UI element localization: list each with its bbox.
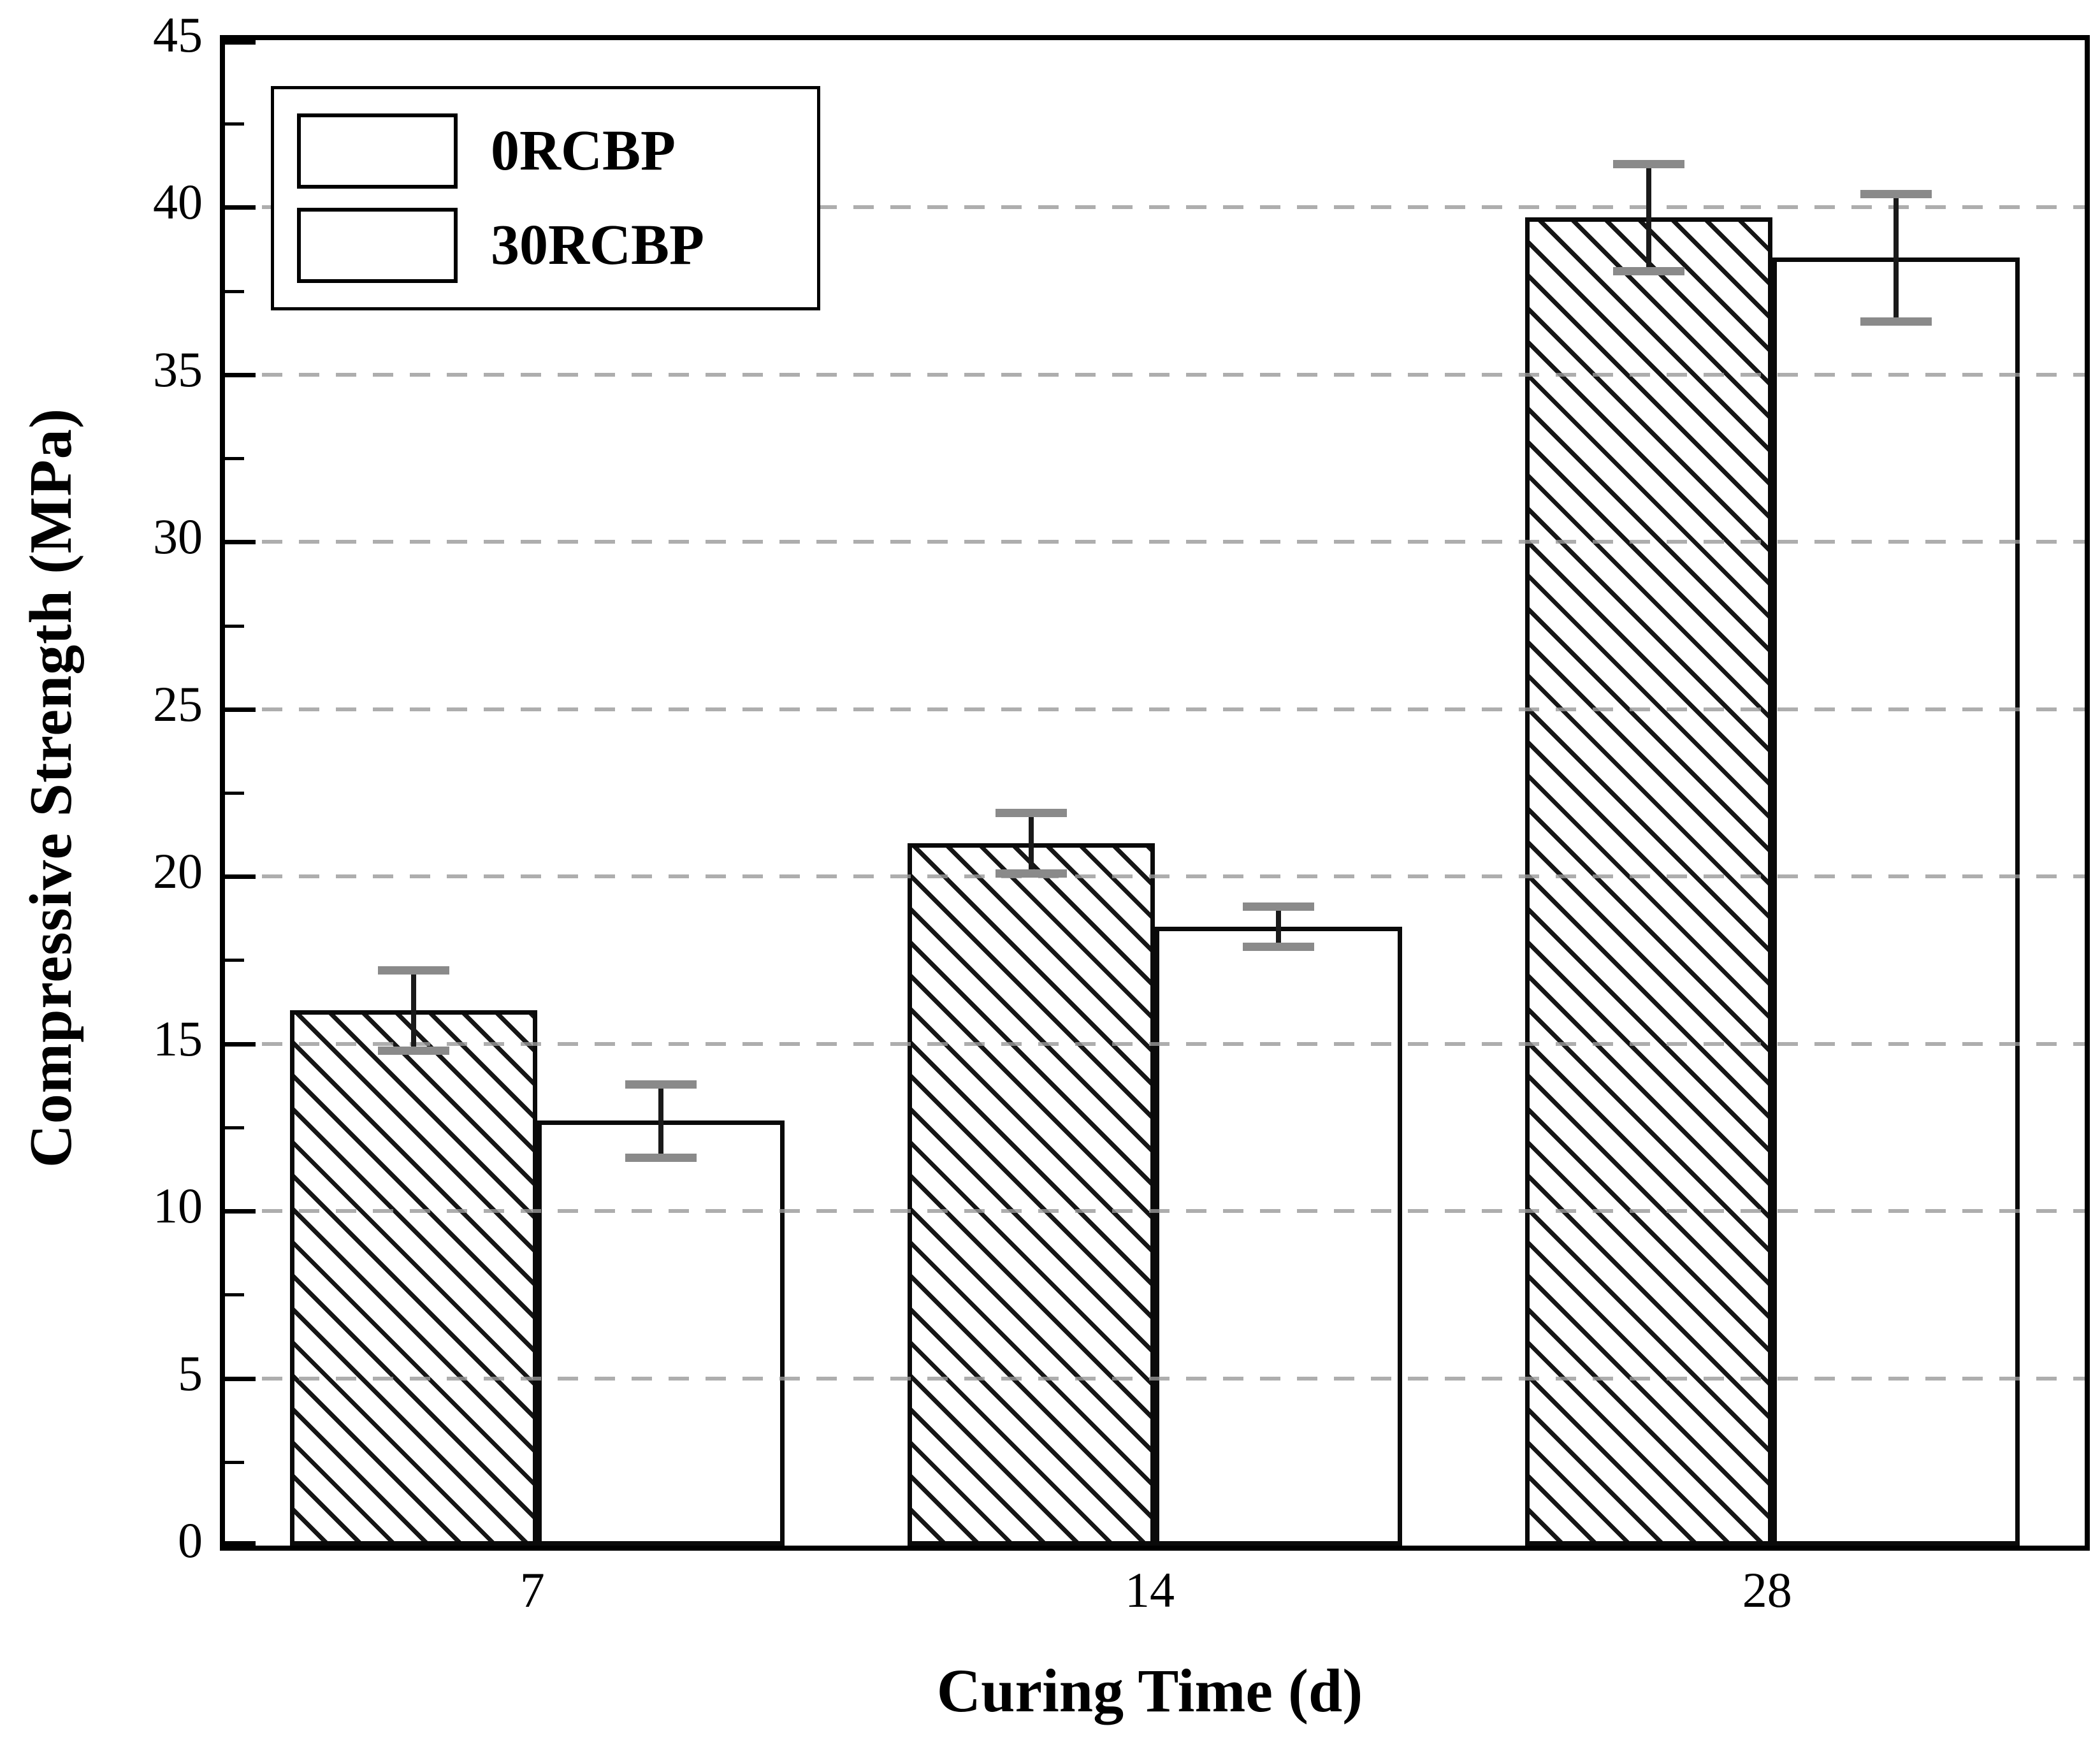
error-bar-0rcbp-7d (411, 970, 417, 1051)
y-tick-label-45: 45 (153, 7, 203, 62)
y-minor-tick-42.5 (225, 122, 244, 126)
error-cap-top (1612, 160, 1684, 169)
gridline-10 (225, 1209, 2085, 1214)
y-major-tick-0 (225, 1541, 256, 1546)
y-major-tick-25 (225, 707, 256, 712)
y-minor-tick-27.5 (225, 624, 244, 628)
error-bar-30rcbp-7d (658, 1084, 664, 1158)
legend-swatch-plain-icon (297, 208, 458, 283)
gridline-15 (225, 1041, 2085, 1046)
y-tick-label-40: 40 (153, 174, 203, 230)
error-bar-0rcbp-14d (1029, 813, 1034, 873)
legend-label-0rcbp: 0RCBP (491, 119, 676, 182)
legend-swatch-hatched-icon (297, 113, 458, 189)
y-tick-label-10: 10 (153, 1178, 203, 1234)
y-minor-tick-32.5 (225, 457, 244, 461)
y-tick-label-35: 35 (153, 341, 203, 397)
error-cap-top (1860, 190, 1932, 199)
error-cap-top (625, 1080, 697, 1089)
legend-label-30rcbp: 30RCBP (491, 214, 704, 277)
y-tick-label-20: 20 (153, 843, 203, 899)
bar-30rcbp-14d (1155, 926, 1402, 1546)
plot-area (220, 35, 2090, 1551)
y-tick-label-25: 25 (153, 676, 203, 732)
y-axis-title: Compressive Strength (MPa) (18, 407, 84, 1168)
y-major-tick-40 (225, 205, 256, 210)
y-tick-label-5: 5 (178, 1345, 203, 1401)
gridline-40 (225, 205, 2085, 210)
bar-0rcbp-28d (1524, 217, 1772, 1546)
error-bar-30rcbp-28d (1893, 194, 1899, 321)
y-minor-tick-7.5 (225, 1293, 244, 1297)
error-cap-bottom (1860, 317, 1932, 326)
gridline-30 (225, 540, 2085, 544)
y-tick-label-30: 30 (153, 509, 203, 565)
y-major-tick-45 (225, 40, 256, 45)
bar-0rcbp-14d (908, 843, 1155, 1546)
x-tick-label-14: 14 (1125, 1562, 1175, 1618)
error-bar-0rcbp-28d (1646, 164, 1651, 272)
y-major-tick-10 (225, 1209, 256, 1214)
y-minor-tick-37.5 (225, 289, 244, 293)
gridline-35 (225, 372, 2085, 377)
error-cap-bottom (1612, 267, 1684, 276)
y-minor-tick-12.5 (225, 1126, 244, 1129)
gridline-25 (225, 707, 2085, 711)
error-cap-top (378, 966, 450, 975)
bar-30rcbp-7d (537, 1120, 785, 1546)
y-major-tick-30 (225, 540, 256, 545)
bar-0rcbp-7d (290, 1010, 538, 1546)
legend-item-30rcbp: 30RCBP (274, 208, 817, 283)
gridline-20 (225, 874, 2085, 879)
y-major-tick-15 (225, 1041, 256, 1047)
y-major-tick-20 (225, 874, 256, 880)
error-cap-bottom (625, 1154, 697, 1163)
y-minor-tick-2.5 (225, 1460, 244, 1464)
x-axis-title: Curing Time (d) (936, 1656, 1363, 1725)
error-cap-bottom (996, 869, 1067, 878)
y-major-tick-5 (225, 1376, 256, 1381)
y-minor-tick-17.5 (225, 959, 244, 962)
y-major-tick-35 (225, 372, 256, 377)
x-tick-label-28: 28 (1742, 1562, 1792, 1618)
y-minor-tick-22.5 (225, 792, 244, 795)
gridline-5 (225, 1376, 2085, 1381)
y-tick-label-15: 15 (153, 1010, 203, 1066)
error-cap-bottom (1243, 943, 1314, 952)
error-cap-bottom (378, 1047, 450, 1055)
error-cap-top (996, 809, 1067, 818)
error-cap-top (1243, 902, 1314, 911)
bar-30rcbp-28d (1772, 257, 2020, 1546)
legend: 0RCBP 30RCBP (271, 86, 820, 310)
legend-item-0rcbp: 0RCBP (274, 113, 817, 189)
x-tick-label-7: 7 (519, 1562, 545, 1618)
y-tick-label-0: 0 (178, 1512, 203, 1568)
error-bar-30rcbp-14d (1276, 906, 1281, 947)
